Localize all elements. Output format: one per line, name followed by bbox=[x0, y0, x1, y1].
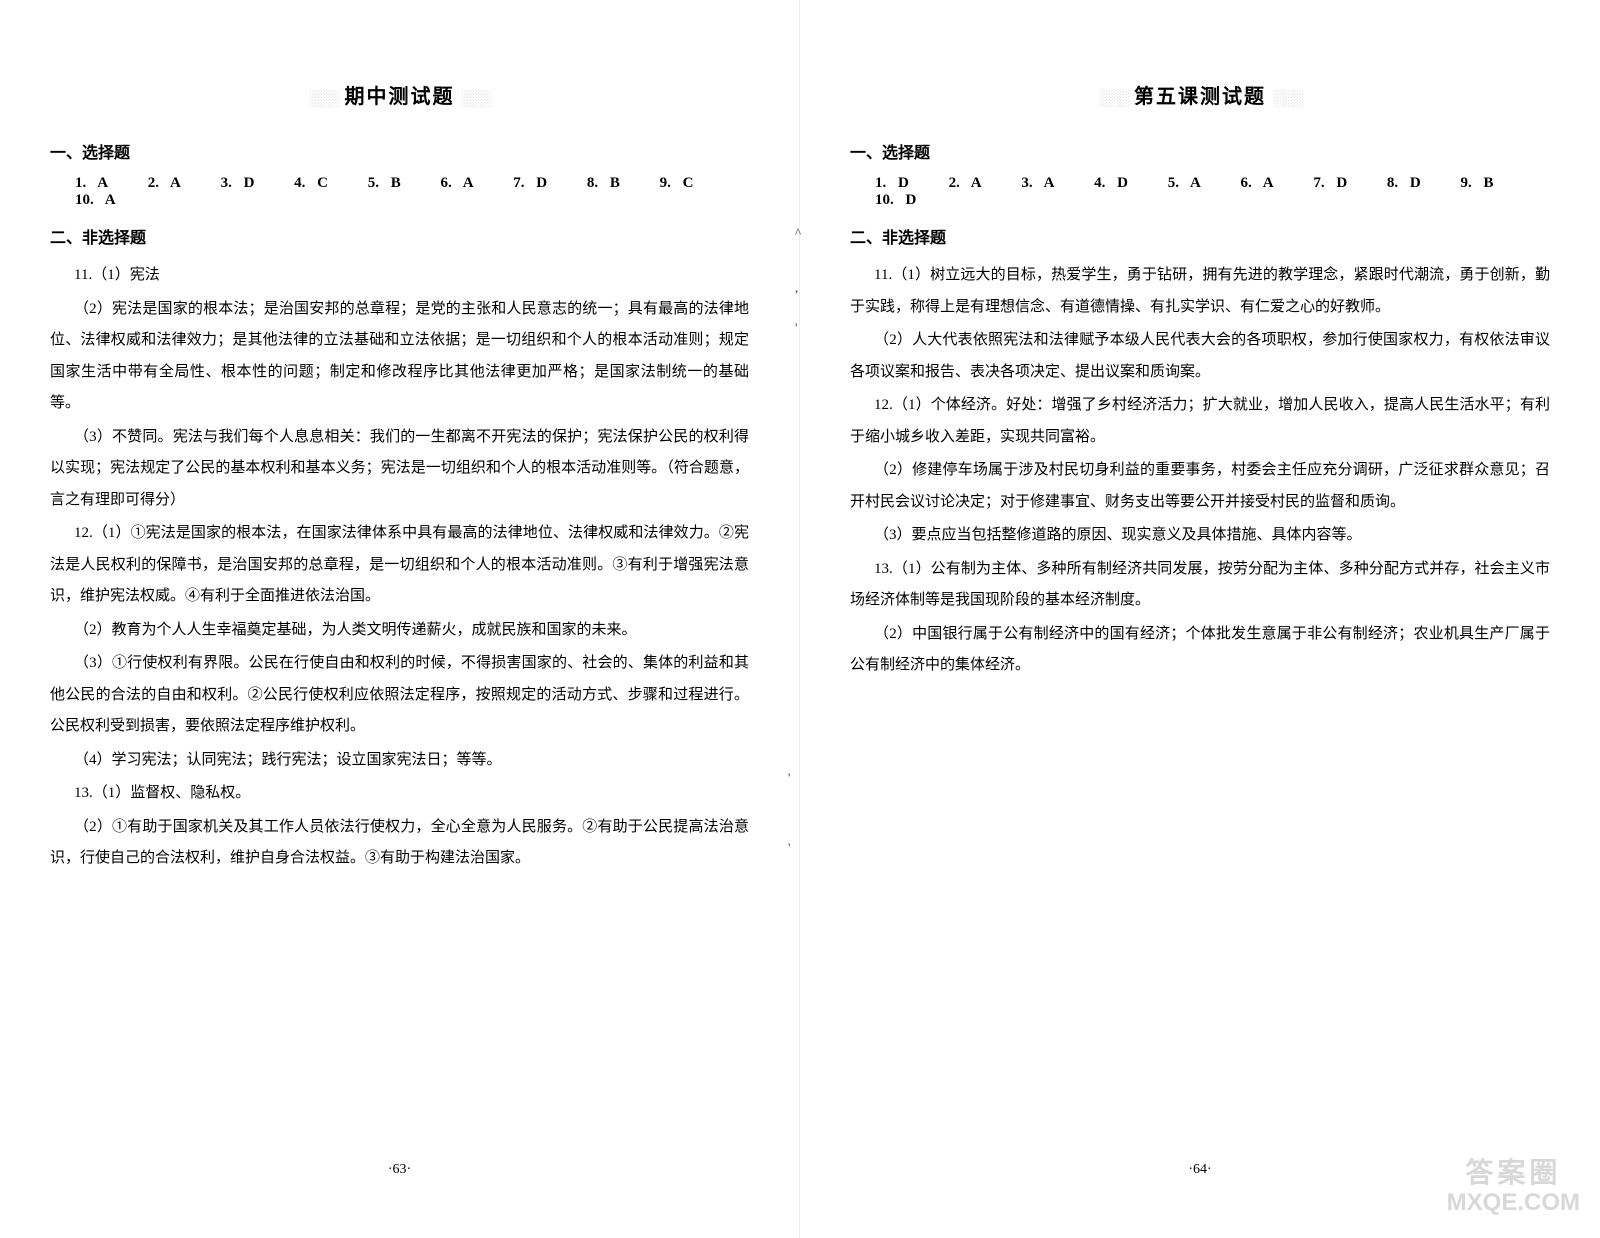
title-decoration: ░░░ bbox=[1099, 90, 1127, 107]
mc-answer: 1. A bbox=[75, 175, 108, 192]
answer-paragraph: （2）教育为个人人生幸福奠定基础，为人类文明传递薪火，成就民族和国家的未来。 bbox=[50, 615, 749, 647]
answer-paragraph: （2）修建停车场属于涉及村民切身利益的重要事务，村委会主任应充分调研，广泛征求群… bbox=[850, 455, 1550, 518]
answer-paragraph: （2）①有助于国家机关及其工作人员依法行使权力，全心全意为人民服务。②有助于公民… bbox=[50, 812, 749, 875]
mc-answer: 9. B bbox=[1461, 175, 1494, 192]
answer-paragraph: 12.（1）①宪法是国家的根本法，在国家法律体系中具有最高的法律地位、法律权威和… bbox=[50, 518, 749, 613]
title-text: 第五课测试题 bbox=[1134, 86, 1266, 108]
stray-mark: ' bbox=[788, 840, 790, 856]
mc-answer: 6. A bbox=[1241, 175, 1274, 192]
section-1-heading: 一、选择题 bbox=[850, 139, 1550, 163]
watermark-url: MXQE.COM bbox=[1447, 1189, 1580, 1218]
mc-answer: 3. D bbox=[221, 175, 255, 192]
mc-answer: 8. D bbox=[1387, 175, 1421, 192]
answer-paragraph: 12.（1）个体经济。好处：增强了乡村经济活力；扩大就业，增加人民收入，提高人民… bbox=[850, 390, 1550, 453]
answer-paragraph: 11.（1）树立远大的目标，热爱学生，勇于钻研，拥有先进的教学理念，紧跟时代潮流… bbox=[850, 260, 1550, 323]
mc-answer: 1. D bbox=[875, 175, 909, 192]
mc-answer: 8. B bbox=[587, 175, 620, 192]
mc-answer: 9. C bbox=[660, 175, 694, 192]
mc-answer: 10. D bbox=[875, 192, 916, 209]
answer-paragraph: 13.（1）监督权、隐私权。 bbox=[50, 778, 749, 810]
mc-answer: 3. A bbox=[1021, 175, 1054, 192]
right-page-title: ░░░ 第五课测试题 ░░░ bbox=[850, 80, 1550, 109]
answer-paragraph: 13.（1）公有制为主体、多种所有制经济共同发展，按劳分配为主体、多种分配方式并… bbox=[850, 554, 1550, 617]
mc-answer: 4. C bbox=[294, 175, 328, 192]
stray-mark: , bbox=[795, 280, 798, 296]
mc-answer: 5. B bbox=[368, 175, 401, 192]
answer-paragraph: （3）要点应当包括整修道路的原因、现实意义及具体措施、具体内容等。 bbox=[850, 520, 1550, 552]
left-page-title: ░░░ 期中测试题 ░░░ bbox=[50, 80, 749, 109]
title-decoration: ░░░ bbox=[462, 90, 490, 107]
answer-paragraph: （3）不赞同。宪法与我们每个人息息相关：我们的一生都离不开宪法的保护；宪法保护公… bbox=[50, 422, 749, 517]
mc-answer: 2. A bbox=[949, 175, 982, 192]
right-page: ░░░ 第五课测试题 ░░░ 一、选择题 1. D 2. A 3. A 4. D… bbox=[800, 0, 1600, 1238]
stray-mark: ' bbox=[788, 770, 790, 786]
mc-answer: 4. D bbox=[1094, 175, 1128, 192]
page-number: ·63· bbox=[388, 1162, 411, 1178]
section-2-heading: 二、非选择题 bbox=[850, 224, 1550, 248]
answer-paragraph: （2）宪法是国家的根本法；是治国安邦的总章程；是党的主张和人民意志的统一；具有最… bbox=[50, 294, 749, 420]
answer-paragraph: （2）中国银行属于公有制经济中的国有经济；个体批发生意属于非公有制经济；农业机具… bbox=[850, 619, 1550, 682]
stray-mark: ' bbox=[795, 320, 797, 336]
answer-paragraph: （2）人大代表依照宪法和法律赋予本级人民代表大会的各项职权，参加行使国家权力，有… bbox=[850, 325, 1550, 388]
title-decoration: ░░░ bbox=[1273, 90, 1301, 107]
mc-answer: 6. A bbox=[441, 175, 474, 192]
watermark-cn: 答案圈 bbox=[1447, 1156, 1580, 1190]
watermark: 答案圈 MXQE.COM bbox=[1447, 1156, 1580, 1218]
answer-paragraph: （4）学习宪法；认同宪法；践行宪法；设立国家宪法日；等等。 bbox=[50, 745, 749, 777]
mc-answer: 5. A bbox=[1168, 175, 1201, 192]
mc-answer: 10. A bbox=[75, 192, 116, 209]
mc-answer: 7. D bbox=[1313, 175, 1347, 192]
stray-mark: ^ bbox=[795, 225, 801, 241]
title-decoration: ░░░ bbox=[309, 90, 337, 107]
answer-paragraph: （3）①行使权利有界限。公民在行使自由和权利的时候，不得损害国家的、社会的、集体… bbox=[50, 648, 749, 743]
section-1-heading: 一、选择题 bbox=[50, 139, 749, 163]
section-2-heading: 二、非选择题 bbox=[50, 224, 749, 248]
answer-paragraph: 11.（1）宪法 bbox=[50, 260, 749, 292]
mc-answers-row: 1. D 2. A 3. A 4. D 5. A 6. A 7. D 8. D … bbox=[850, 175, 1550, 209]
mc-answer: 7. D bbox=[513, 175, 547, 192]
mc-answers-row: 1. A 2. A 3. D 4. C 5. B 6. A 7. D 8. B … bbox=[50, 175, 749, 209]
left-page: ░░░ 期中测试题 ░░░ 一、选择题 1. A 2. A 3. D 4. C … bbox=[0, 0, 800, 1238]
page-number: ·64· bbox=[1188, 1162, 1211, 1178]
mc-answer: 2. A bbox=[148, 175, 181, 192]
title-text: 期中测试题 bbox=[345, 86, 455, 108]
